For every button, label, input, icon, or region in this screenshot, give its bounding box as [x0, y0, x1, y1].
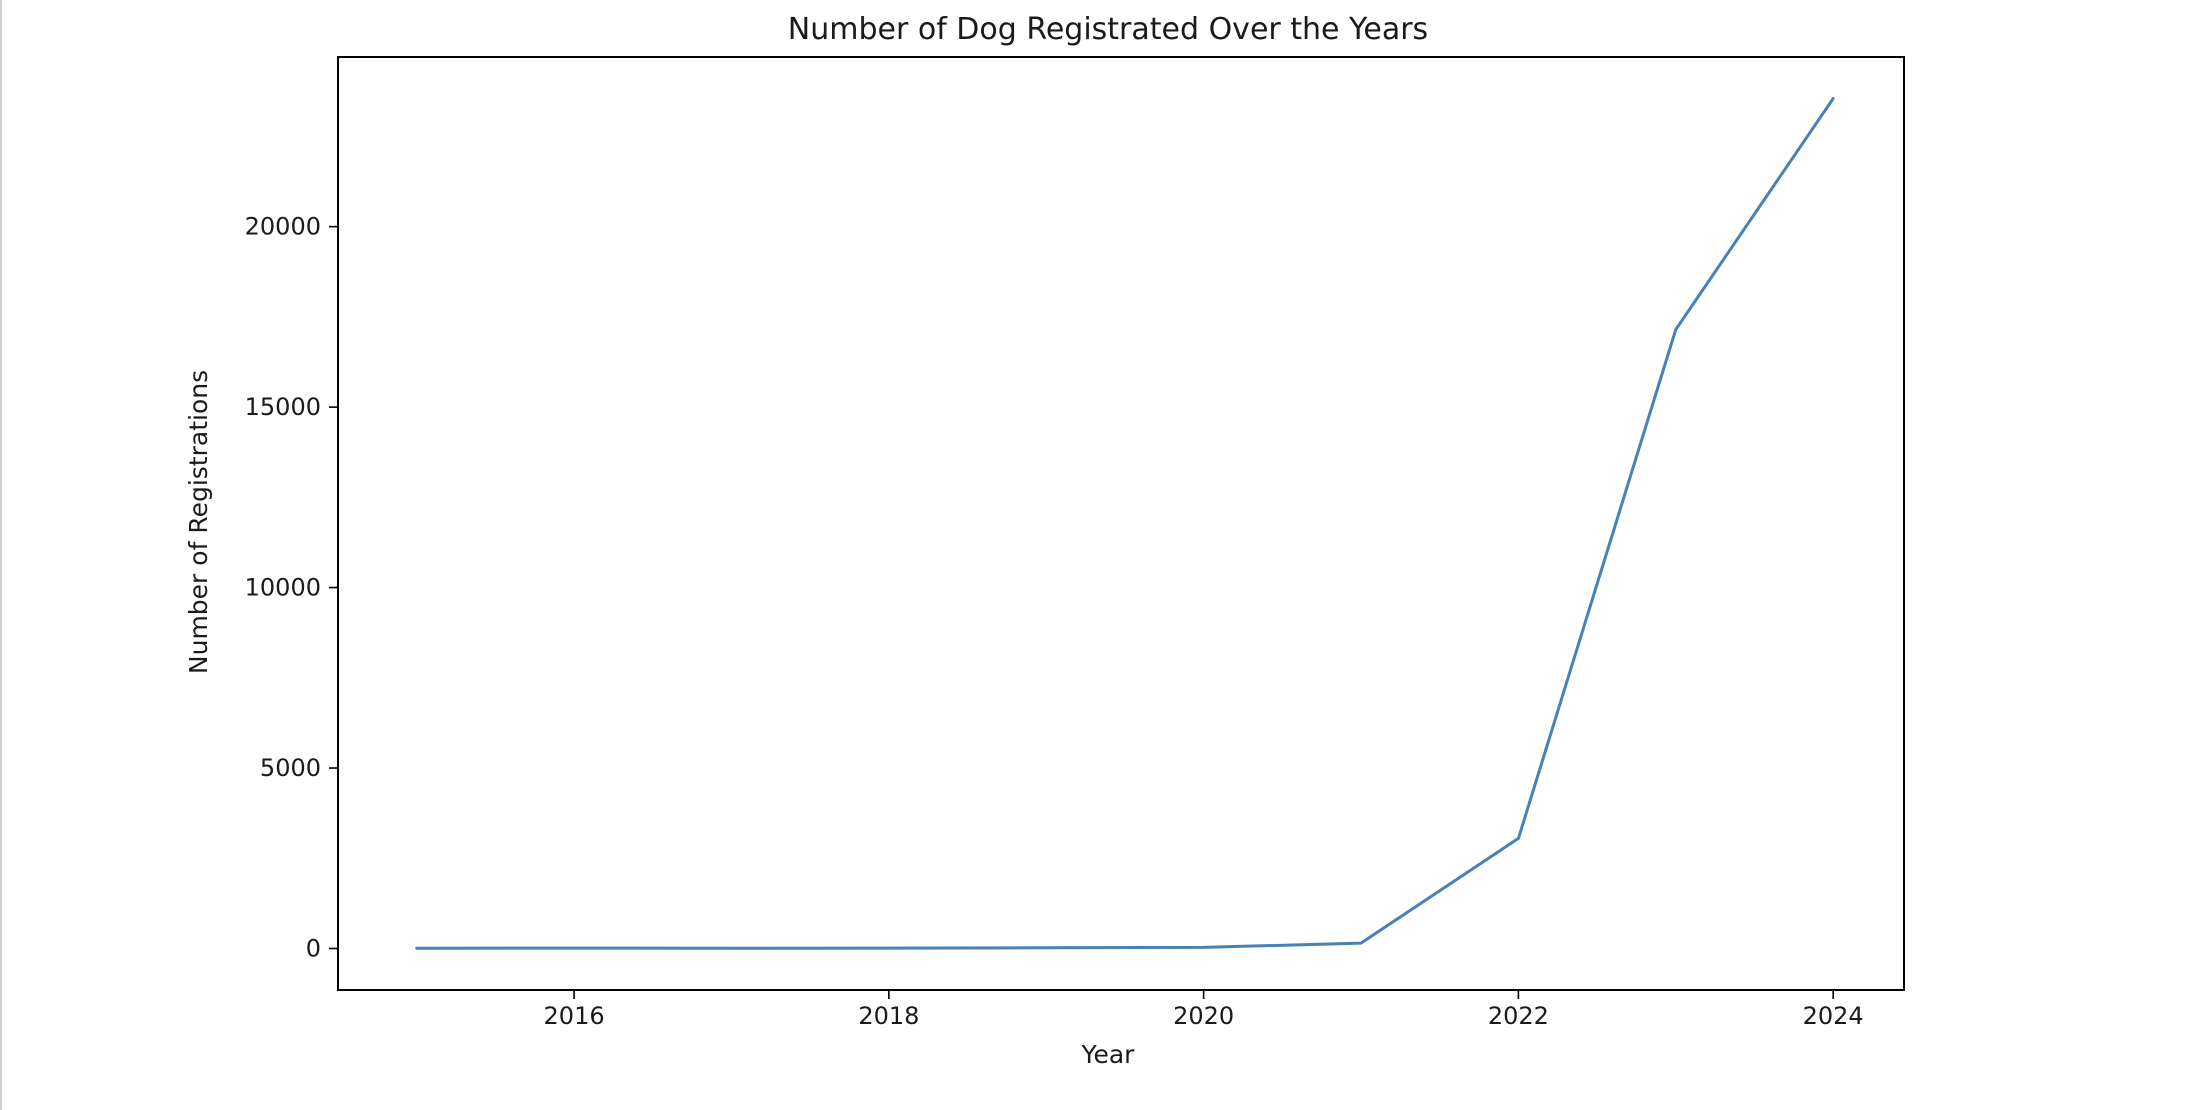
x-tick-label: 2022: [1488, 1002, 1549, 1030]
x-tick-label: 2024: [1803, 1002, 1864, 1030]
x-tick-label: 2020: [1173, 1002, 1234, 1030]
y-tick-label: 20000: [245, 213, 321, 241]
y-tick-label: 5000: [260, 754, 321, 782]
series-line-0: [415, 97, 1835, 950]
y-tick-label: 15000: [245, 393, 321, 421]
x-tick-label: 2018: [858, 1002, 919, 1030]
y-tick-label: 10000: [245, 574, 321, 602]
window-left-border: [0, 0, 2, 1110]
x-axis-label: Year: [1081, 1040, 1136, 1069]
plot-area: 2016 2018 2020 2022 2024 0 5000 10000 15000 20000: [245, 56, 1905, 1030]
x-tick-label: 2016: [544, 1002, 605, 1030]
y-axis-label: Number of Registrations: [184, 370, 213, 674]
plot-frame: [337, 56, 1905, 991]
y-tick-label: 0: [306, 934, 321, 962]
chart-title: Number of Dog Registrated Over the Years: [788, 12, 1428, 47]
